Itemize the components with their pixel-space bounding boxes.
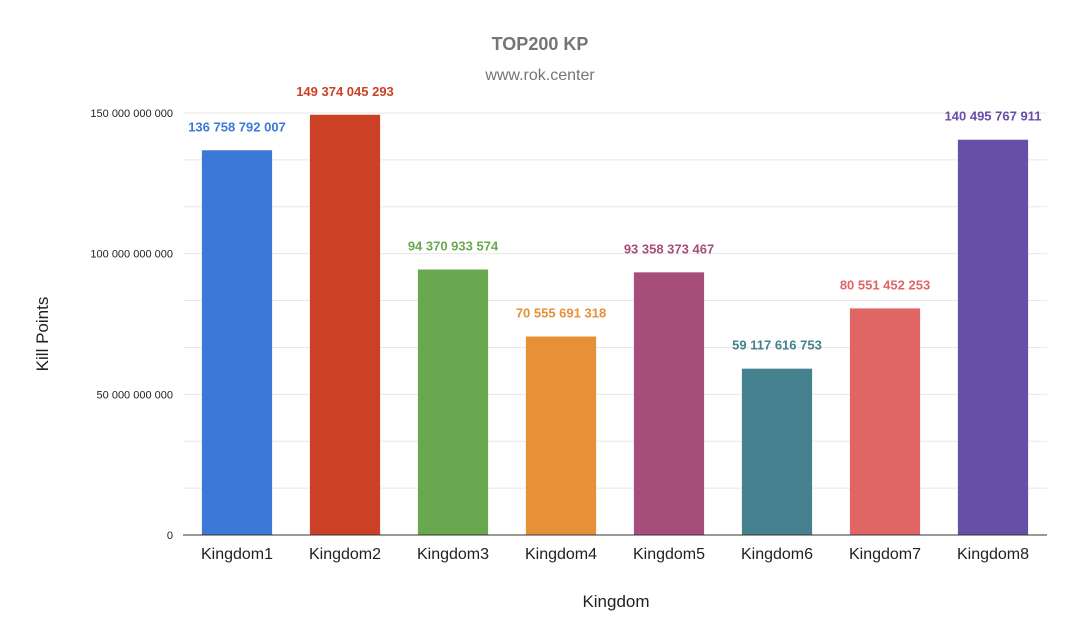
bar-kingdom1: [201, 150, 273, 535]
x-tick-label: Kingdom3: [417, 546, 489, 563]
x-tick-label: Kingdom6: [741, 546, 813, 563]
y-tick-label: 0: [167, 530, 173, 542]
x-tick-label: Kingdom5: [633, 546, 705, 563]
x-axis-ticks: Kingdom1 Kingdom2 Kingdom3 Kingdom4 Kingdom5…: [201, 546, 1029, 563]
x-tick-label: Kingdom7: [849, 546, 921, 563]
x-tick-label: Kingdom8: [957, 546, 1029, 563]
bar-kingdom2: [309, 114, 381, 535]
y-axis-label: Kill Points: [33, 297, 52, 372]
value-label-kingdom3: 94 370 933 574: [408, 239, 499, 254]
value-label-kingdom4: 70 555 691 318: [516, 306, 606, 321]
value-label-kingdom8: 140 495 767 911: [945, 109, 1042, 124]
bar-kingdom5: [633, 272, 705, 535]
value-label-kingdom6: 59 117 616 753: [732, 338, 822, 353]
bar-kingdom4: [525, 336, 597, 535]
bar-kingdom7: [849, 308, 921, 535]
value-label-kingdom7: 80 551 452 253: [840, 277, 930, 292]
x-axis-label: Kingdom: [582, 592, 649, 611]
y-tick-label: 150 000 000 000: [90, 108, 173, 120]
value-label-kingdom2: 149 374 045 293: [296, 84, 394, 99]
bar-kingdom3: [417, 269, 489, 535]
x-tick-label: Kingdom2: [309, 546, 381, 563]
x-tick-label: Kingdom4: [525, 546, 597, 563]
chart-title: TOP200 KP: [492, 34, 589, 54]
bar-kingdom6: [741, 368, 813, 535]
value-label-kingdom5: 93 358 373 467: [624, 241, 714, 256]
value-label-kingdom1: 136 758 792 007: [188, 119, 286, 134]
y-tick-label: 100 000 000 000: [90, 249, 173, 261]
y-axis-ticks: 0 50 000 000 000 100 000 000 000 150 000 00…: [90, 108, 173, 542]
y-tick-label: 50 000 000 000: [97, 389, 173, 401]
bars: [201, 114, 1029, 535]
bar-kingdom8: [957, 139, 1029, 535]
data-labels: 136 758 792 007 149 374 045 293 94 370 933…: [188, 84, 1041, 353]
x-tick-label: Kingdom1: [201, 546, 273, 563]
chart-subtitle: www.rok.center: [484, 67, 595, 84]
